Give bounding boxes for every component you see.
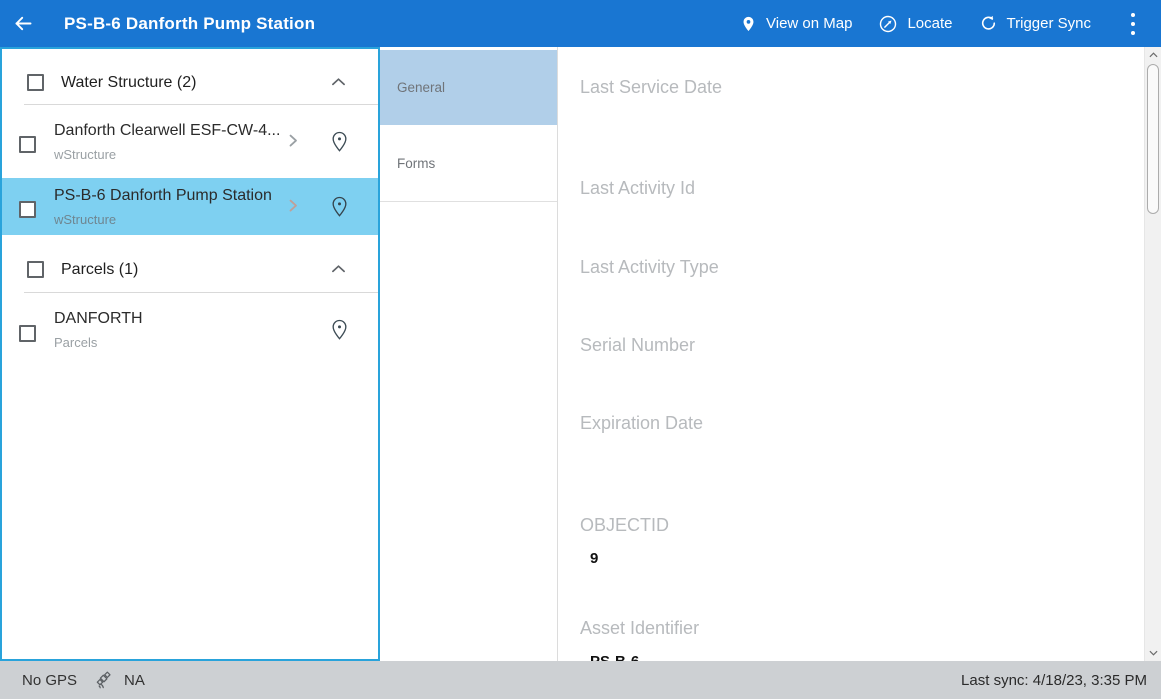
divider — [24, 292, 378, 293]
overflow-menu-button[interactable] — [1119, 6, 1147, 42]
gps-accuracy-label: NA — [124, 671, 145, 689]
kebab-dot — [1131, 21, 1135, 26]
locate-button[interactable]: Locate — [878, 14, 953, 34]
field-label: Serial Number — [580, 335, 696, 355]
item-title: Danforth Clearwell ESF-CW-4... — [54, 121, 281, 139]
list-item-ps-b-6-selected[interactable]: PS-B-6 Danforth Pump Station wStructure — [2, 178, 378, 235]
feature-list-panel: Water Structure (2) Danforth Clearwell E… — [0, 47, 380, 661]
item-subtitle: wStructure — [54, 211, 117, 227]
page-title: PS-B-6 Danforth Pump Station — [64, 13, 316, 33]
map-pin-icon — [740, 14, 757, 34]
detail-tabs-panel: General Forms — [380, 47, 558, 661]
gps-status: No GPS NA — [22, 670, 145, 690]
attributes-form-panel: Last Service Date Last Activity Id Last … — [558, 47, 1144, 661]
header-actions: View on Map Locate — [740, 6, 1161, 42]
group-label: Water Structure (2) — [61, 74, 197, 91]
item-text: PS-B-6 Danforth Pump Station wStructure — [54, 186, 272, 228]
list-item-danforth-clearwell[interactable]: Danforth Clearwell ESF-CW-4... wStructur… — [2, 105, 378, 178]
field-label: Last Service Date — [580, 77, 723, 97]
field-value: PS-B-6 — [590, 653, 1134, 661]
item-checkbox[interactable] — [19, 201, 36, 218]
gps-status-label: No GPS — [22, 671, 78, 689]
group-header-parcels[interactable]: Parcels (1) — [2, 248, 378, 292]
location-pin-icon[interactable] — [330, 319, 349, 342]
field-last-activity-id[interactable]: Last Activity Id — [580, 177, 1134, 199]
item-checkbox[interactable] — [19, 325, 36, 342]
field-label: Last Activity Type — [580, 257, 719, 277]
chevron-right-icon[interactable] — [288, 198, 298, 212]
scroll-down-arrow-icon[interactable] — [1145, 645, 1161, 661]
sync-icon — [979, 14, 998, 33]
location-pin-icon[interactable] — [330, 195, 349, 218]
scroll-up-arrow-icon[interactable] — [1145, 47, 1161, 63]
field-label: Asset Identifier — [580, 618, 700, 638]
field-objectid[interactable]: OBJECTID 9 — [580, 514, 1134, 568]
group-label: Parcels (1) — [61, 261, 139, 278]
back-arrow-icon — [13, 13, 34, 34]
tab-forms-label: Forms — [397, 155, 436, 171]
field-label: Last Activity Id — [580, 178, 696, 198]
kebab-dot — [1131, 12, 1135, 17]
item-subtitle: wStructure — [54, 146, 117, 162]
trigger-sync-button[interactable]: Trigger Sync — [979, 14, 1091, 33]
field-label: Expiration Date — [580, 413, 704, 433]
water-structure-checkbox[interactable] — [27, 74, 44, 91]
divider — [24, 104, 378, 105]
tab-forms[interactable]: Forms — [380, 125, 557, 202]
status-bar: No GPS NA Last sync: 4/18/23, 3:35 PM — [0, 661, 1161, 699]
item-subtitle: Parcels — [54, 335, 98, 350]
item-title: PS-B-6 Danforth Pump Station — [54, 186, 272, 204]
item-title: DANFORTH — [54, 310, 143, 327]
field-last-service-date[interactable]: Last Service Date — [580, 76, 1134, 98]
trigger-sync-label: Trigger Sync — [1006, 15, 1091, 32]
location-pin-icon[interactable] — [330, 130, 349, 153]
chevron-right-icon[interactable] — [288, 133, 298, 147]
field-asset-identifier[interactable]: Asset Identifier PS-B-6 — [580, 617, 1134, 661]
satellite-icon — [93, 670, 114, 690]
list-item-danforth-parcel[interactable]: DANFORTH Parcels — [2, 293, 378, 367]
app-header: PS-B-6 Danforth Pump Station View on Map — [0, 0, 1161, 47]
compass-icon — [878, 14, 898, 34]
group-header-water-structure[interactable]: Water Structure (2) — [2, 61, 378, 105]
chevron-up-icon[interactable] — [331, 77, 346, 87]
field-expiration-date[interactable]: Expiration Date — [580, 412, 1134, 434]
chevron-up-icon[interactable] — [331, 264, 346, 274]
field-serial-number[interactable]: Serial Number — [580, 334, 1134, 356]
back-button[interactable] — [0, 0, 46, 47]
field-last-activity-type[interactable]: Last Activity Type — [580, 256, 1134, 278]
view-on-map-button[interactable]: View on Map — [740, 14, 852, 34]
item-text: DANFORTH Parcels — [54, 309, 143, 351]
item-text: Danforth Clearwell ESF-CW-4... wStructur… — [54, 121, 280, 163]
locate-label: Locate — [907, 15, 953, 32]
last-sync-label: Last sync: 4/18/23, 3:35 PM — [961, 671, 1147, 689]
scrollbar-thumb[interactable] — [1147, 64, 1159, 214]
field-value: 9 — [590, 550, 599, 567]
kebab-dot — [1131, 30, 1135, 35]
view-on-map-label: View on Map — [766, 15, 853, 32]
parcels-checkbox[interactable] — [27, 261, 44, 278]
item-checkbox[interactable] — [19, 136, 36, 153]
vertical-scrollbar[interactable] — [1144, 47, 1161, 661]
tab-general[interactable]: General — [380, 50, 557, 125]
tab-general-label: General — [397, 80, 446, 95]
field-label: OBJECTID — [580, 515, 670, 535]
